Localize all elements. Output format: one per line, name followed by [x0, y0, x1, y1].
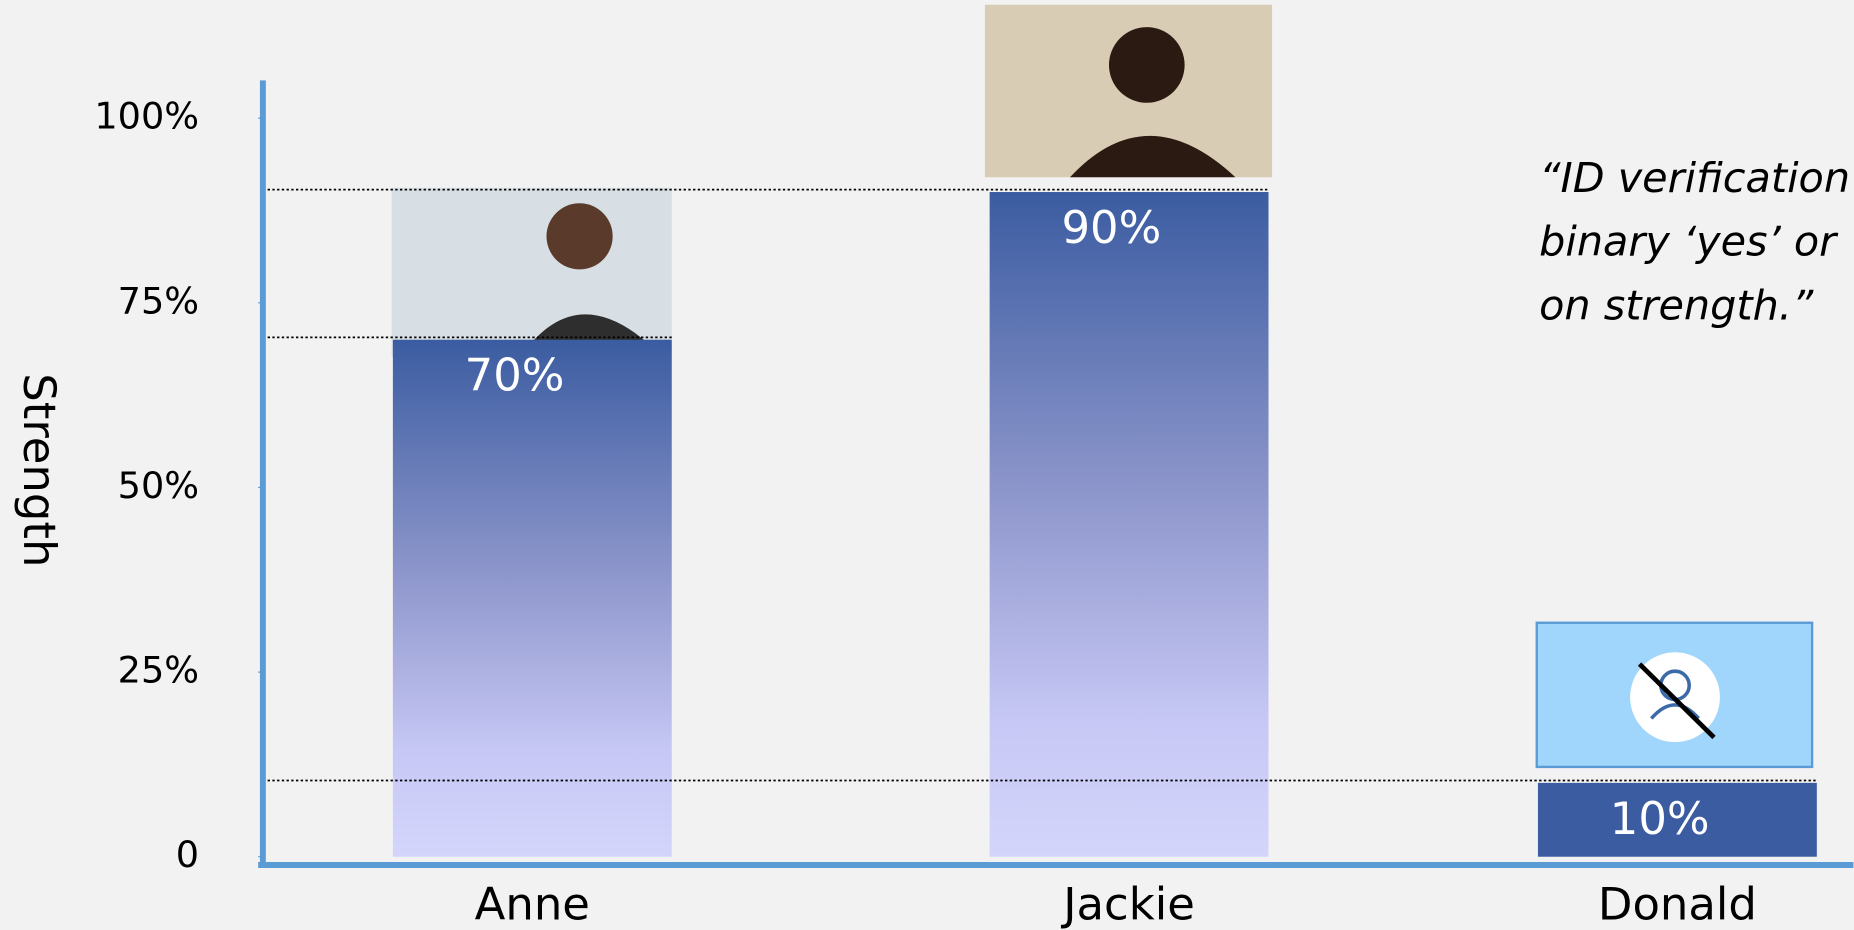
y-tick-label: 50%	[118, 464, 199, 507]
quote-line: “ID verification	[1539, 154, 1850, 202]
bar	[392, 339, 672, 857]
photo-body	[1069, 135, 1236, 178]
quote-line: binary ‘yes’ or ‘	[1539, 218, 1854, 266]
value-label: 90%	[1061, 201, 1161, 254]
x-tick-label: Jackie	[1060, 878, 1195, 930]
bar	[989, 192, 1269, 857]
y-tick-label: 75%	[118, 279, 199, 322]
icon-cross	[1637, 662, 1716, 740]
value-label: 10%	[1610, 792, 1710, 845]
y-tick-label: 25%	[118, 649, 199, 692]
x-tick-label: Anne	[475, 878, 590, 930]
quote-line: on strength.”	[1539, 281, 1814, 329]
y-tick-label: 100%	[94, 95, 199, 138]
y-tick-label: 0	[176, 833, 199, 876]
photos	[391, 4, 1814, 769]
value-label: 70%	[465, 349, 565, 402]
photo-head	[1108, 27, 1185, 103]
icon-body	[1650, 703, 1700, 720]
photo-head	[546, 203, 613, 270]
x-tick-label: Donald	[1598, 878, 1757, 930]
bar	[1537, 782, 1817, 857]
y-axis-label: Strength	[13, 373, 66, 567]
